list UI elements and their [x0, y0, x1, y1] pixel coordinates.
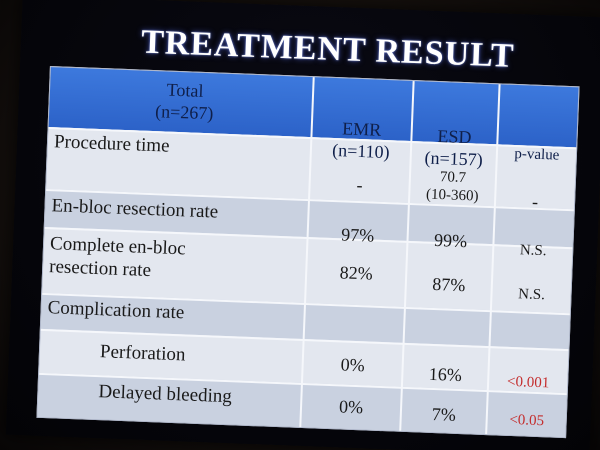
- cell-procedure-p: -: [531, 191, 539, 212]
- cell-enbloc-esd: 99%: [433, 229, 468, 252]
- header-emr: EMR (n=110): [312, 117, 412, 164]
- header-total: Total (n=267): [109, 77, 261, 126]
- cell-perforation-esd: 16%: [428, 363, 463, 386]
- cell-complete-p: N.S.: [517, 286, 546, 304]
- cell-complete-esd: 87%: [431, 273, 466, 296]
- cell-procedure-esd: 70.7 (10-360): [410, 167, 495, 206]
- cell-bleeding-esd: 7%: [431, 403, 457, 425]
- cell-bleeding-emr: 0%: [338, 396, 364, 418]
- results-table: Total (n=267) EMR (n=110) ESD (n=157) p-…: [36, 66, 580, 439]
- header-pvalue: p-value: [514, 145, 560, 164]
- slide-title: TREATMENT RESULT: [140, 23, 516, 75]
- cell-procedure-esd-range: (10-360): [425, 186, 479, 205]
- cell-procedure-emr: -: [356, 174, 363, 196]
- cell-perforation-emr: 0%: [340, 354, 366, 376]
- cell-complete-emr: 82%: [339, 262, 374, 284]
- cell-enbloc-emr: 97%: [340, 224, 375, 246]
- projection-screen: TREATMENT RESULT Total (n=267) EMR (n=11…: [5, 0, 600, 450]
- cell-enbloc-p: N.S.: [519, 242, 547, 260]
- header-emr-n: (n=110): [331, 139, 391, 162]
- header-esd: ESD (n=157): [411, 125, 497, 171]
- cell-bleeding-p: <0.05: [509, 411, 545, 430]
- cell-perforation-p: <0.001: [506, 373, 550, 392]
